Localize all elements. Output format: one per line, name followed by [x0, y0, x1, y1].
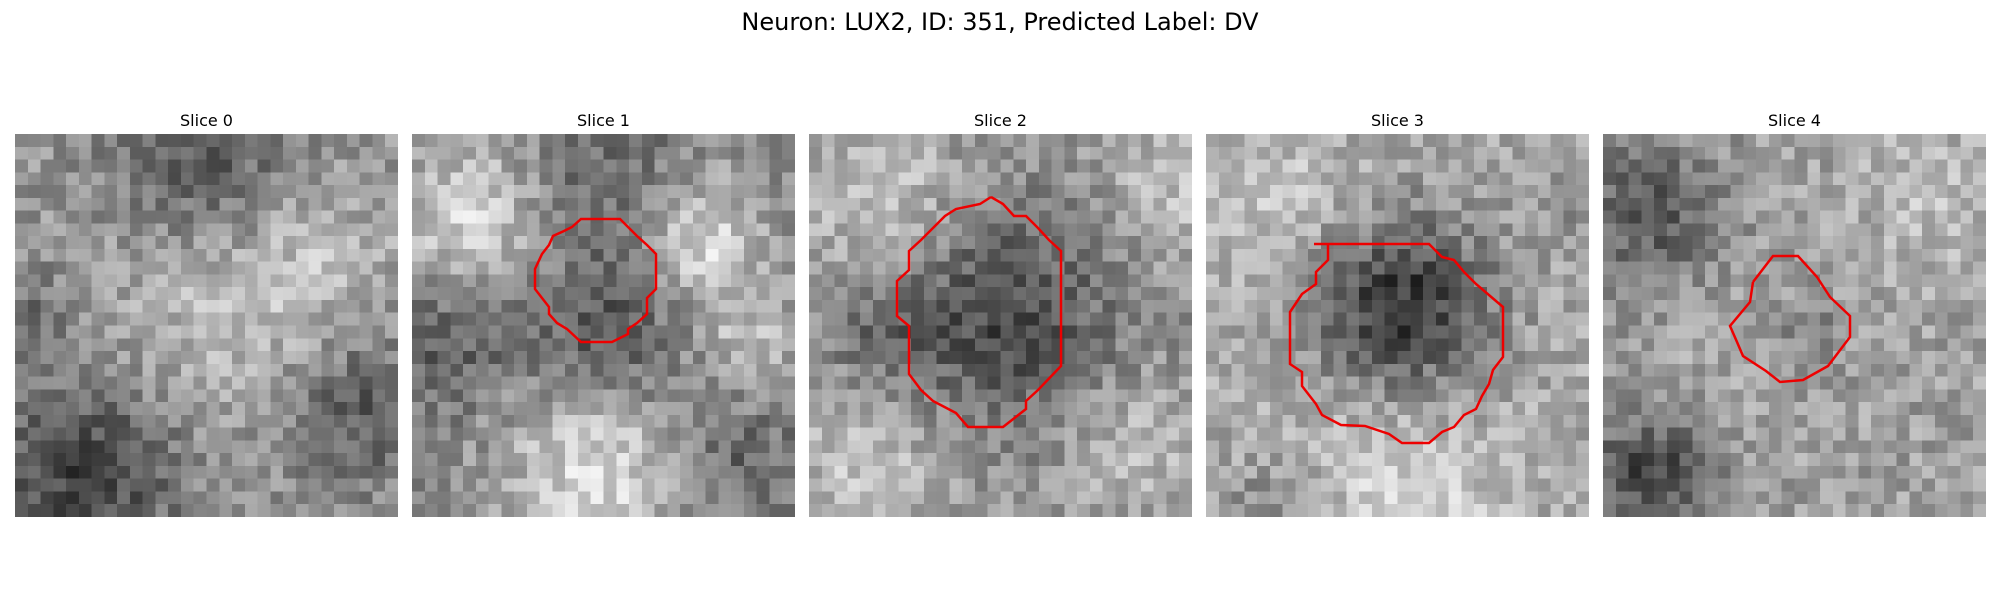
roi-contour: [533, 217, 658, 344]
slice-panel-1: Slice 1: [412, 108, 795, 517]
slice-panel-2: Slice 2: [809, 108, 1192, 517]
slice-pixels-3: [1206, 134, 1589, 517]
slice-title-4: Slice 4: [1768, 111, 1821, 130]
slice-image-1: [412, 134, 795, 517]
slice-image-2: [809, 134, 1192, 517]
slice-contour-3: [1288, 242, 1505, 445]
roi-contour: [895, 195, 1063, 429]
slice-contour-4: [1728, 254, 1852, 384]
slice-panel-4: Slice 4: [1603, 108, 1986, 517]
slice-panel-0: Slice 0: [15, 108, 398, 517]
slice-title-1: Slice 1: [577, 111, 630, 130]
slice-title-2: Slice 2: [974, 111, 1027, 130]
slice-title-3: Slice 3: [1371, 111, 1424, 130]
slice-pixels-0: [15, 134, 398, 517]
slice-image-4: [1603, 134, 1986, 517]
slice-image-0: [15, 134, 398, 517]
figure-title: Neuron: LUX2, ID: 351, Predicted Label: …: [741, 8, 1259, 36]
slice-pixels-4: [1603, 134, 1986, 517]
slice-image-3: [1206, 134, 1589, 517]
slice-title-0: Slice 0: [180, 111, 233, 130]
slice-contour-1: [533, 217, 658, 344]
roi-contour: [1288, 242, 1505, 445]
slice-panel-3: Slice 3: [1206, 108, 1589, 517]
slice-pixels-1: [412, 134, 795, 517]
slice-pixels-2: [809, 134, 1192, 517]
roi-contour: [1728, 254, 1852, 384]
slice-contour-2: [895, 195, 1063, 429]
